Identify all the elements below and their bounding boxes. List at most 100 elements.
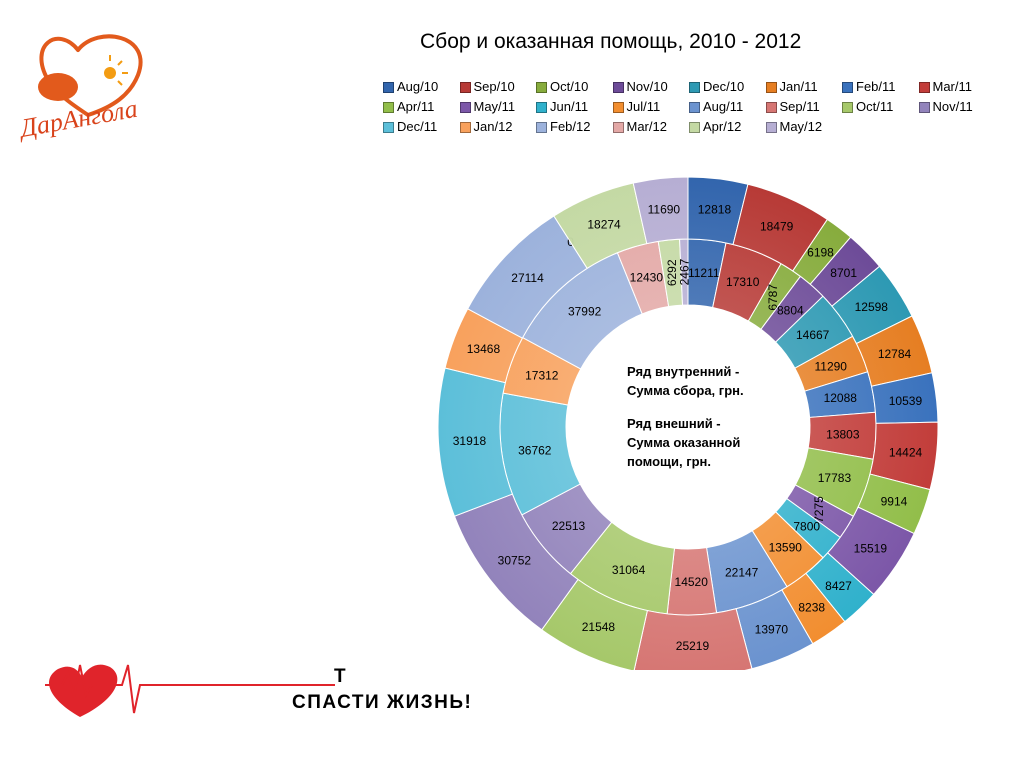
legend-item: Feb/11 xyxy=(842,77,896,97)
legend-item: Sep/10 xyxy=(459,77,515,97)
legend-label: Apr/11 xyxy=(397,99,435,114)
donut-value-label-outer: 8238 xyxy=(798,601,825,615)
legend-label: Jul/11 xyxy=(626,99,661,114)
legend-swatch xyxy=(459,121,471,133)
donut-value-label-outer: 12784 xyxy=(878,347,912,361)
legend-swatch xyxy=(536,101,547,113)
dar-angola-logo: ДарАнгола xyxy=(18,34,143,144)
legend-item: Jun/11 xyxy=(536,97,588,117)
donut-value-label-inner: 37992 xyxy=(568,304,602,318)
donut-value-label-outer: 15519 xyxy=(854,541,888,555)
note-outer-line1: Ряд внешний - xyxy=(627,416,721,431)
donut-value-label-inner: 11211 xyxy=(688,266,720,280)
legend-label: Nov/11 xyxy=(932,99,973,114)
legend-label: Jun/11 xyxy=(550,99,589,114)
legend-label: Oct/11 xyxy=(856,99,894,114)
donut-value-label-inner: 13590 xyxy=(769,541,803,555)
ecg-line xyxy=(45,664,335,714)
donut-value-label-outer: 13468 xyxy=(467,342,501,356)
legend-label: Dec/10 xyxy=(703,79,745,94)
legend-label: May/12 xyxy=(779,119,823,134)
donut-value-label-inner: 7275 xyxy=(812,496,826,523)
legend-swatch xyxy=(842,101,853,113)
donut-value-label-outer: 10539 xyxy=(889,394,923,408)
legend-swatch xyxy=(689,81,700,93)
legend-item: Feb/12 xyxy=(536,117,590,137)
donut-value-label-outer: 12598 xyxy=(855,300,889,314)
heart-icon xyxy=(49,664,118,717)
legend-swatch xyxy=(765,101,777,113)
legend-item: Aug/11 xyxy=(689,97,743,117)
chart-title: Сбор и оказанная помощь, 2010 - 2012 xyxy=(420,30,802,53)
legend-label: Apr/12 xyxy=(703,119,742,134)
donut-value-label-outer: 12818 xyxy=(698,203,732,217)
bottom-banner xyxy=(45,664,335,717)
legend-item: Dec/10 xyxy=(689,77,744,97)
legend-item: Dec/11 xyxy=(383,117,437,137)
series-note: Ряд внутренний - Сумма сбора, грн. Ряд в… xyxy=(627,362,787,485)
legend-item: Nov/11 xyxy=(918,97,973,117)
legend-label: Aug/10 xyxy=(397,79,439,94)
legend-item: Mar/12 xyxy=(612,117,667,137)
legend-swatch xyxy=(612,81,624,93)
legend-swatch xyxy=(612,101,624,113)
donut-value-label-inner: 14667 xyxy=(796,328,830,342)
legend-swatch xyxy=(689,121,700,133)
donut-value-label-outer: 21548 xyxy=(582,620,616,634)
legend-label: May/11 xyxy=(473,99,516,114)
legend-item: May/12 xyxy=(765,117,823,137)
legend-swatch xyxy=(765,121,777,133)
note-outer-line2: Сумма оказанной xyxy=(627,435,741,450)
legend-swatch xyxy=(765,81,777,93)
legend-swatch xyxy=(383,121,394,133)
legend-label: Feb/11 xyxy=(856,79,896,94)
sun-icon xyxy=(104,67,116,79)
donut-value-label-inner: 12430 xyxy=(630,271,664,285)
slogan-top: Т xyxy=(334,666,346,687)
angel-body-icon xyxy=(38,73,78,101)
donut-value-label-outer: 13970 xyxy=(755,623,789,637)
legend-label: Oct/10 xyxy=(550,79,589,94)
legend-swatch xyxy=(459,101,471,113)
donut-value-label-inner: 17312 xyxy=(525,369,559,383)
donut-value-label-inner: 12088 xyxy=(824,391,858,405)
donut-value-label-inner: 2467 xyxy=(678,258,692,285)
legend-label: Mar/12 xyxy=(626,119,667,134)
legend-swatch xyxy=(383,101,394,113)
donut-value-label-inner: 17310 xyxy=(726,275,760,289)
legend-label: Jan/12 xyxy=(473,119,513,134)
legend-item: May/11 xyxy=(459,97,516,117)
legend-item: Apr/11 xyxy=(383,97,434,117)
legend-item: Jul/11 xyxy=(612,97,661,117)
legend-swatch xyxy=(918,101,930,113)
donut-value-label-inner: 22513 xyxy=(552,519,586,533)
donut-value-label-outer: 18274 xyxy=(587,218,621,232)
donut-hole xyxy=(567,306,809,548)
note-inner-line2: Сумма сбора, грн. xyxy=(627,383,744,398)
legend-item: Mar/11 xyxy=(918,77,972,97)
donut-value-label-outer: 8427 xyxy=(825,579,852,593)
donut-value-label-inner: 14520 xyxy=(675,575,709,589)
legend-label: Sep/10 xyxy=(473,79,515,94)
legend-item: Nov/10 xyxy=(612,77,668,97)
legend-swatch xyxy=(383,81,394,93)
legend-swatch xyxy=(536,121,547,133)
donut-slice-outer xyxy=(632,176,689,245)
donut-value-label-inner: 6787 xyxy=(766,284,780,311)
legend-label: Aug/11 xyxy=(703,99,744,114)
legend-swatch xyxy=(689,101,700,113)
donut-slice-outer xyxy=(633,608,753,670)
legend-item: Aug/10 xyxy=(383,77,438,97)
donut-value-label-outer: 18479 xyxy=(760,220,794,234)
logo-text: ДарАнгола xyxy=(18,94,140,144)
donut-value-label-outer: 31918 xyxy=(453,434,487,448)
donut-value-label-inner: 31064 xyxy=(612,563,646,577)
legend-item: Apr/12 xyxy=(689,117,741,137)
legend-swatch xyxy=(918,81,930,93)
legend-label: Feb/12 xyxy=(550,119,591,134)
donut-value-label-inner: 22147 xyxy=(725,565,759,579)
donut-value-label-outer: 27114 xyxy=(511,271,544,285)
legend-item: Sep/11 xyxy=(765,97,820,117)
donut-value-label-inner: 8804 xyxy=(777,304,804,318)
legend-label: Nov/10 xyxy=(626,79,668,94)
